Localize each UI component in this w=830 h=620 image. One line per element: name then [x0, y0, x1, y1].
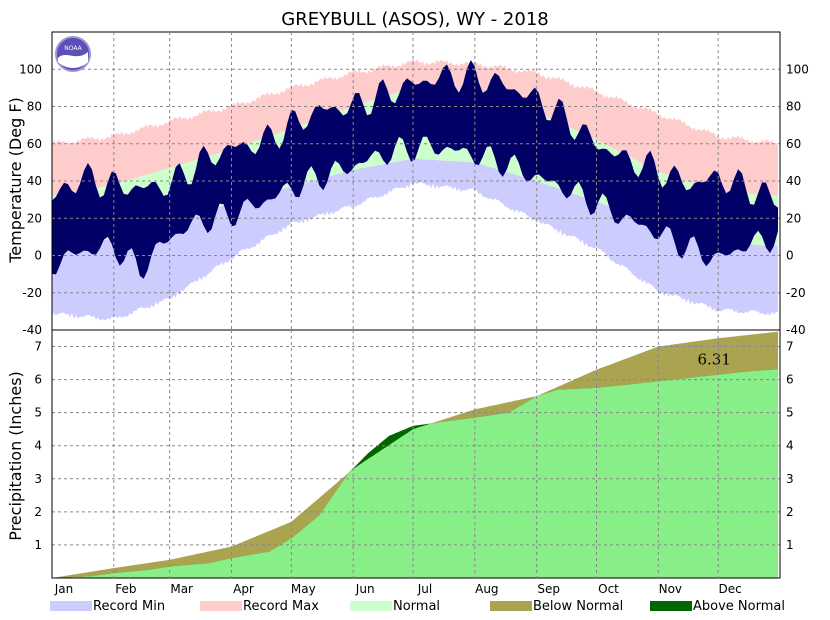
precip-total-annotation: 6.31	[697, 351, 730, 369]
temp-tick-label-left: -20	[22, 286, 42, 300]
legend-label: Record Min	[93, 599, 165, 614]
precip-tick-label-right: 3	[786, 472, 794, 486]
precip-tick-label-left: 5	[34, 406, 42, 420]
temp-tick-label-left: 40	[27, 174, 42, 188]
noaa-logo-text: NOAA	[64, 45, 82, 52]
precip-tick-label-right: 5	[786, 406, 794, 420]
month-label: May	[291, 582, 316, 596]
month-axis: Jan Feb Mar Apr May Jun Jul Aug Sep Oct Nov Dec	[54, 32, 742, 596]
temperature-axis-label: Temperature (Deg F)	[6, 97, 25, 264]
legend: Record Min Record Max Normal Below Normal Ab…	[50, 599, 785, 614]
precip-frame	[51, 329, 781, 579]
month-label: Apr	[233, 582, 254, 596]
legend-swatch-below-normal	[490, 601, 532, 611]
month-label: Feb	[115, 582, 136, 596]
month-label: Jun	[355, 582, 375, 596]
temp-tick-label-right: 80	[786, 100, 801, 114]
temp-tick-label-left: 80	[27, 100, 42, 114]
month-label: Aug	[475, 582, 498, 596]
legend-label: Normal	[393, 599, 440, 614]
record-min-band	[52, 158, 778, 321]
precip-tick-label-left: 7	[34, 340, 42, 354]
legend-swatch-record-max	[200, 601, 242, 611]
legend-label: Above Normal	[693, 599, 785, 614]
month-label: Nov	[659, 582, 682, 596]
precip-tick-label-right: 7	[786, 340, 794, 354]
precip-tick-label-right: 2	[786, 505, 794, 519]
temp-tick-label-right: 40	[786, 174, 801, 188]
observed-precip-area	[52, 369, 778, 578]
temp-tick-label-right: 60	[786, 137, 801, 151]
precip-tick-label-right: 1	[786, 538, 794, 552]
temp-tick-label-left: -40	[22, 323, 42, 337]
precip-tick-label-left: 2	[34, 505, 42, 519]
legend-swatch-record-min	[50, 601, 92, 611]
month-label: Dec	[719, 582, 742, 596]
month-label: Sep	[537, 582, 560, 596]
temp-tick-label-right: -20	[786, 286, 806, 300]
temperature-panel: -40 -40 -20 -20 0 0 20 20 40 40 60 60 80 80 100 100	[19, 31, 809, 337]
precipitation-axis-label: Precipitation (Inches)	[6, 371, 25, 541]
precip-tick-label-left: 4	[34, 439, 42, 453]
month-label: Jul	[417, 582, 432, 596]
observed-temperature-band	[52, 60, 778, 279]
temp-tick-label-left: 20	[27, 211, 42, 225]
precipitation-panel: 1 1 2 2 3 3 4 4 5 5 6 6 7 7 6.31	[34, 329, 794, 579]
temp-tick-label-right: 0	[786, 249, 794, 263]
chart-title: GREYBULL (ASOS), WY - 2018	[281, 9, 549, 30]
legend-swatch-normal	[350, 601, 392, 611]
noaa-logo: NOAA	[55, 36, 91, 72]
legend-label: Below Normal	[533, 599, 623, 614]
temp-tick-label-left: 100	[19, 62, 42, 76]
precip-tick-label-right: 6	[786, 373, 794, 387]
temp-tick-label-right: 20	[786, 211, 801, 225]
temp-tick-label-left: 0	[34, 249, 42, 263]
temp-tick-label-right: -40	[786, 323, 806, 337]
precip-tick-label-left: 3	[34, 472, 42, 486]
legend-swatch-above-normal	[650, 601, 692, 611]
legend-label: Record Max	[243, 599, 319, 614]
precip-tick-label-left: 6	[34, 373, 42, 387]
precip-tick-label-left: 1	[34, 538, 42, 552]
month-label: Mar	[170, 582, 193, 596]
noaa-logo-wave	[58, 52, 88, 68]
precip-tick-label-right: 4	[786, 439, 794, 453]
month-label: Oct	[598, 582, 619, 596]
temp-tick-label-right: 100	[786, 62, 809, 76]
month-label: Jan	[54, 582, 74, 596]
temp-tick-label-left: 60	[27, 137, 42, 151]
